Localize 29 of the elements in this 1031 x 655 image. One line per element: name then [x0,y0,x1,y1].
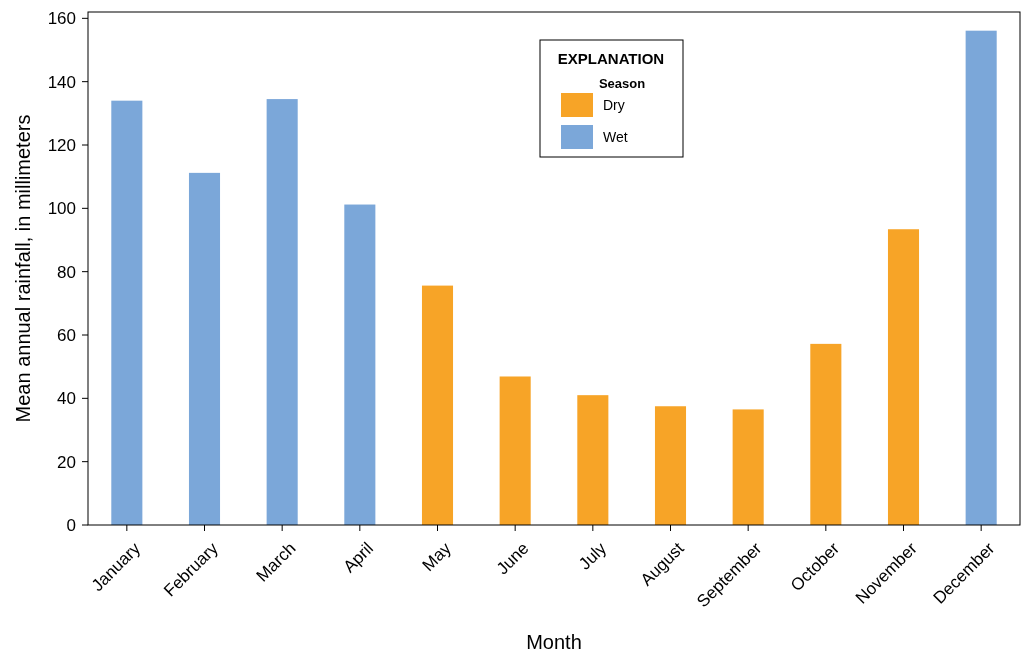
y-tick-label: 140 [47,72,76,92]
y-tick-label: 0 [66,515,76,535]
y-axis-title: Mean annual rainfall, in millimeters [12,114,34,423]
bar [421,285,454,525]
x-tick-label: July [575,538,611,574]
legend-label: Dry [603,96,625,113]
bar [344,204,376,525]
bar [111,100,143,525]
legend-title: EXPLANATION [557,50,665,67]
bar [732,409,764,525]
legend-label: Wet [603,128,628,145]
bar [654,406,687,525]
y-tick-label: 80 [57,262,76,282]
x-tick-label: May [418,538,456,575]
y-tick-label: 160 [47,9,76,29]
bar [810,343,842,525]
bar [965,30,997,525]
bar [887,229,920,525]
y-tick-label: 40 [57,389,76,409]
bar [266,99,298,525]
y-tick-label: 60 [57,325,76,345]
bar [499,376,531,525]
bar [188,172,221,525]
bar [577,395,609,525]
annotation: Season [598,76,646,91]
y-tick-label: 20 [57,452,76,472]
x-axis-title: Month [526,631,582,653]
y-tick-label: 100 [47,199,76,219]
y-tick-label: 120 [47,135,76,155]
